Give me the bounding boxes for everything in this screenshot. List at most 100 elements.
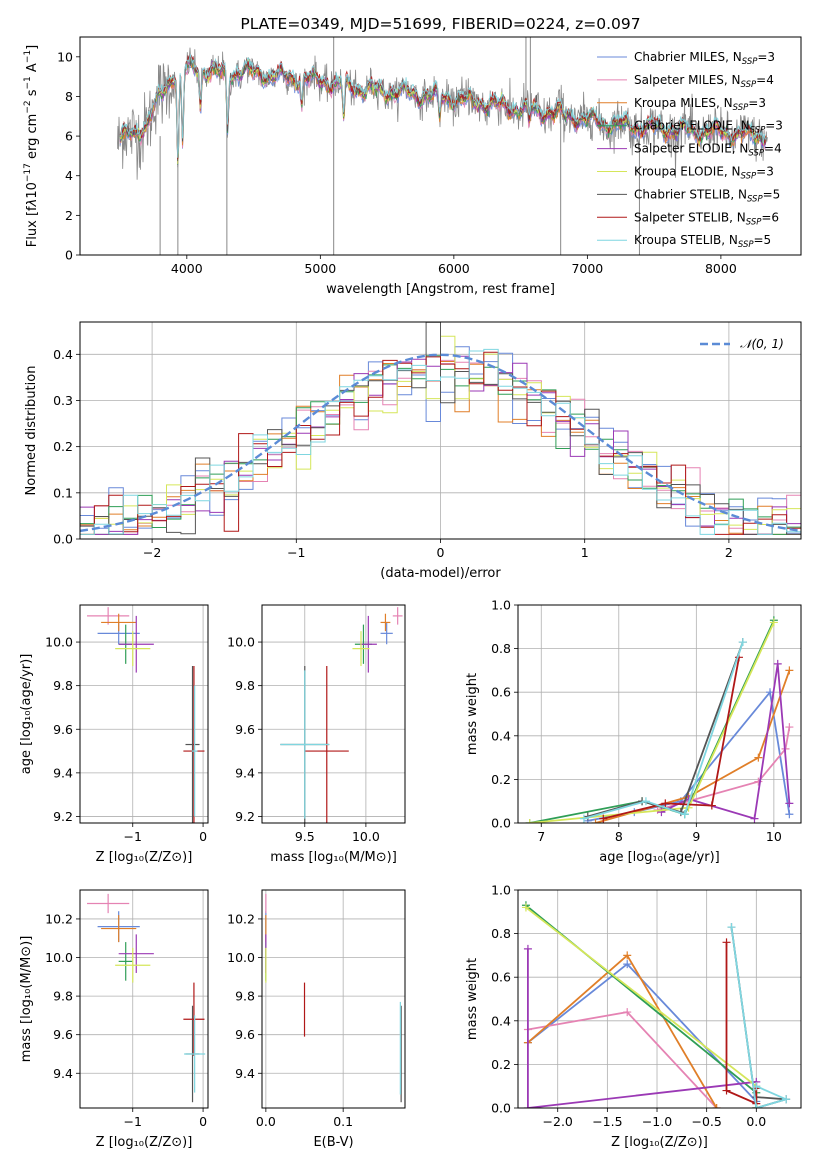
y-tick-label: 9.8 — [53, 678, 73, 693]
weight-marker-salpeter-stelib — [661, 799, 670, 808]
y-tick-label: 9.6 — [53, 1027, 73, 1042]
y-tick-label: 0 — [65, 248, 73, 263]
weight-marker-kroupa-elodie — [521, 903, 530, 912]
plot-area — [521, 901, 791, 1108]
x-tick-label: 0 — [199, 1114, 207, 1129]
legend-label-kroupa-elodie: Kroupa ELODIE, NSSP=3 — [634, 165, 774, 182]
x-tick-label: −0.5 — [691, 1114, 721, 1129]
x-tick-label: 9 — [692, 829, 700, 844]
x-tick-label: −2.0 — [543, 1114, 573, 1129]
y-tick-label: 0.1 — [53, 485, 73, 500]
y-tick-label: 9.6 — [235, 1027, 255, 1042]
x-tick-label: 9.5 — [295, 829, 315, 844]
x-tick-label: 10 — [766, 829, 782, 844]
y-tick-label: 10.0 — [45, 950, 73, 965]
weight-marker-salpeter-stelib — [707, 801, 716, 810]
y-tick-label: 6 — [65, 129, 73, 144]
x-tick-label: −2 — [143, 545, 161, 560]
y-tick-label: 10.0 — [45, 635, 73, 650]
y-tick-label: 9.4 — [235, 1066, 255, 1081]
weight-marker-kroupa-stelib — [782, 1095, 791, 1104]
weight-marker-kroupa-miles — [591, 819, 600, 823]
weight-marker-salpeter-elodie — [750, 814, 759, 823]
weight-marker-salpeter-miles — [785, 723, 794, 732]
y-tick-label: 0.0 — [53, 532, 73, 547]
y-tick-label: 0.8 — [491, 641, 511, 656]
weight-marker-kroupa-miles — [623, 951, 632, 960]
panel-age-vs-Z: −1 0 9.2 9.4 9.6 9.8 10.0 Z [log₁₀(Z/Z⊙)] age [l… — [19, 604, 209, 865]
axes-frame — [79, 36, 802, 256]
plot-area — [87, 607, 205, 823]
weight-line-salpeter-miles — [657, 726, 791, 811]
weight-marker-chabrier-miles — [785, 810, 794, 819]
x-tick-label: 7000 — [571, 261, 603, 276]
y-tick-label: 0.6 — [491, 970, 511, 985]
x-tick-label: 4000 — [171, 261, 203, 276]
weight-line-chabrier-stelib — [587, 641, 744, 818]
y-tick-label: 0.3 — [53, 393, 73, 408]
x-tick-label: −1 — [124, 829, 142, 844]
x-tick-label: 8 — [615, 829, 623, 844]
legend-label-salpeter-miles: Salpeter MILES, NSSP=4 — [634, 73, 774, 90]
y-tick-label: 0.4 — [53, 347, 73, 362]
axes-frame — [79, 604, 209, 824]
legend-label-kroupa-miles: Kroupa MILES, NSSP=3 — [634, 96, 766, 113]
weight-line-salpeter-stelib — [725, 942, 758, 1105]
weight-marker-salpeter-miles — [754, 777, 763, 786]
y-tick-label: 2 — [65, 208, 73, 223]
axes-frame — [261, 604, 406, 824]
x-tick-label: 1 — [581, 545, 589, 560]
y-tick-label: 9.6 — [235, 722, 255, 737]
weight-line-salpeter-stelib — [603, 657, 740, 820]
y-tick-label: 0.4 — [491, 1013, 511, 1028]
x-tick-label: 2 — [725, 545, 733, 560]
legend-label-chabrier-stelib: Chabrier STELIB, NSSP=5 — [634, 187, 780, 204]
y-tick-label: 10.2 — [45, 911, 73, 926]
x-axis-label: mass [log₁₀(M/M⊙)] — [270, 850, 397, 865]
x-tick-label: 5000 — [304, 261, 336, 276]
weight-marker-kroupa-stelib — [752, 1104, 761, 1108]
y-axis-label: Flux [fλ10−17 erg cm−2 s−1 A−1] — [23, 45, 40, 247]
y-axis-label: age [log₁₀(age/yr)] — [19, 654, 34, 775]
panel-spectrum: 4000 5000 6000 7000 8000 0 2 4 6 8 10 wavelength [A… — [23, 15, 802, 297]
x-tick-label: 0.0 — [256, 1114, 276, 1129]
y-tick-label: 0.0 — [491, 1101, 511, 1116]
weight-line-salpeter-elodie — [661, 663, 791, 820]
y-tick-label: 10 — [57, 49, 73, 64]
legend-label-gaussian: 𝒩(0, 1) — [740, 337, 784, 351]
weight-marker-kroupa-stelib — [727, 923, 736, 932]
legend-label-salpeter-elodie: Salpeter ELODIE, NSSP=4 — [634, 142, 782, 159]
weight-marker-kroupa-miles — [785, 666, 794, 675]
x-tick-label: 0.0 — [746, 1114, 766, 1129]
weight-line-chabrier-miles — [527, 962, 757, 1103]
x-tick-label: 7 — [537, 829, 545, 844]
y-tick-label: 0.2 — [491, 1057, 511, 1072]
legend-label-chabrier-miles: Chabrier MILES, NSSP=3 — [634, 50, 775, 67]
y-axis-label: mass weight — [465, 958, 480, 1040]
plot-area — [117, 37, 768, 255]
y-tick-label: 10.2 — [227, 911, 255, 926]
weight-marker-chabrier-miles — [623, 960, 632, 969]
axes-frame — [79, 889, 209, 1109]
weight-line-kroupa-elodie — [525, 906, 758, 1108]
y-axis-label: mass [log₁₀(M/M⊙)] — [19, 936, 34, 1063]
x-axis-label: age [log₁₀(age/yr)] — [599, 850, 720, 865]
weight-marker-salpeter-elodie — [523, 944, 532, 953]
y-axis-label: Normed distribution — [24, 366, 39, 496]
plot-area — [280, 607, 403, 823]
weight-marker-kroupa-elodie — [769, 618, 778, 627]
weight-line-chabrier-elodie — [529, 619, 775, 823]
x-tick-label: −1 — [287, 545, 305, 560]
y-tick-label: 0.2 — [53, 439, 73, 454]
x-axis-label: Z [log₁₀(Z/Z⊙)] — [611, 1135, 708, 1150]
y-tick-label: 8 — [65, 89, 73, 104]
panel-weight-vs-age: 7 8 9 10 0.0 0.2 0.4 0.6 0.8 1.0 age [log₁₀(age/yr… — [465, 598, 802, 865]
weight-line-kroupa-elodie — [529, 622, 775, 823]
weight-marker-salpeter-stelib — [722, 938, 731, 947]
y-tick-label: 9.4 — [53, 765, 73, 780]
legend: Chabrier MILES, NSSP=3 Salpeter MILES, NS… — [597, 50, 783, 250]
panel-mass-vs-ebv: 0.0 0.1 9.4 9.6 9.8 10.0 10.2 E(B-V) — [227, 889, 406, 1150]
y-axis-label: mass weight — [465, 673, 480, 755]
weight-marker-kroupa-elodie — [525, 819, 534, 823]
weight-marker-kroupa-miles — [712, 1104, 721, 1108]
